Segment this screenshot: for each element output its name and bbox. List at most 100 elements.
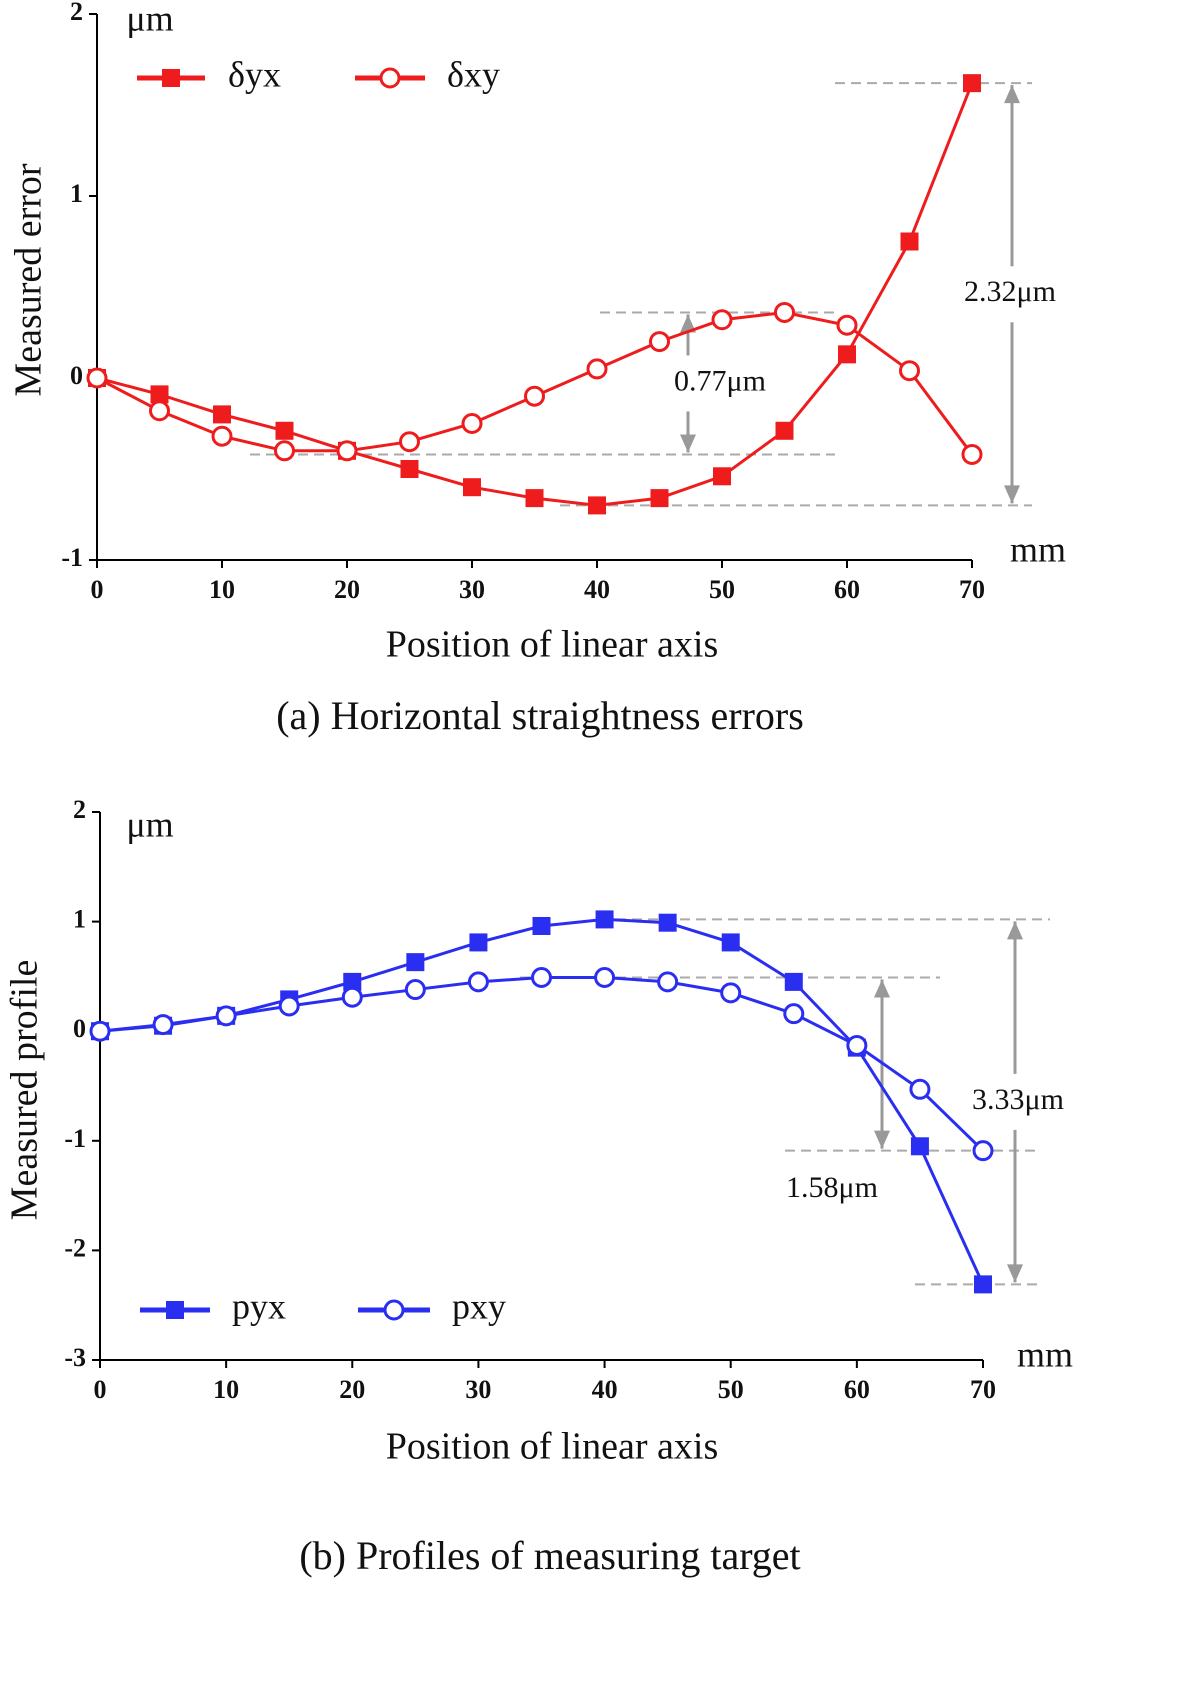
marker — [900, 232, 919, 251]
arrow-head — [1004, 485, 1020, 504]
x-tick-label: 30 — [465, 1375, 491, 1404]
marker — [150, 385, 169, 404]
marker — [274, 440, 295, 462]
marker — [532, 916, 551, 935]
y-tick-label: -2 — [64, 1233, 86, 1262]
marker — [974, 1275, 992, 1294]
marker — [711, 309, 733, 331]
y-tick-label: -1 — [64, 1124, 86, 1153]
x-tick-label: 30 — [459, 575, 485, 604]
x-tick-label: 10 — [209, 575, 235, 604]
marker — [467, 971, 489, 993]
arrow-head — [680, 314, 696, 333]
y-tick-label: 0 — [73, 1014, 86, 1043]
marker — [211, 425, 233, 447]
marker — [774, 301, 795, 323]
marker — [343, 972, 362, 991]
marker — [658, 913, 677, 932]
annotation: 3.33μm — [972, 1083, 1064, 1116]
x-tick-label: 60 — [834, 575, 860, 604]
marker — [838, 345, 856, 364]
marker — [406, 953, 425, 972]
legend-marker — [166, 1301, 184, 1319]
marker — [278, 995, 300, 1017]
marker — [469, 933, 488, 952]
x-unit: mm — [1017, 1334, 1073, 1374]
marker — [972, 1140, 994, 1162]
x-tick-label: 20 — [334, 575, 360, 604]
y-axis-label: Measured profile — [4, 960, 46, 1221]
y-unit: μm — [126, 0, 173, 38]
marker — [215, 1005, 237, 1027]
marker — [531, 966, 552, 988]
marker — [721, 933, 740, 952]
legend-marker — [162, 69, 180, 87]
marker — [899, 360, 920, 382]
marker — [909, 1078, 931, 1100]
x-tick-label: 60 — [844, 1375, 870, 1404]
marker — [461, 413, 483, 434]
marker — [152, 1014, 174, 1036]
y-unit: μm — [126, 804, 173, 844]
marker — [720, 982, 742, 1004]
marker — [650, 489, 669, 508]
arrow-head — [1007, 1264, 1023, 1283]
marker — [341, 986, 363, 1008]
marker — [89, 1020, 111, 1042]
x-tick-label: 40 — [584, 575, 610, 604]
arrow-head — [1004, 85, 1020, 104]
marker — [586, 358, 608, 380]
legend-label: δyx — [228, 54, 281, 94]
annotation: 1.58μm — [786, 1171, 878, 1204]
x-tick-label: 50 — [718, 1375, 744, 1404]
marker — [963, 74, 981, 93]
arrow-head — [680, 434, 696, 453]
x-tick-label: 50 — [709, 575, 735, 604]
marker — [525, 489, 544, 508]
legend-marker — [383, 1299, 405, 1321]
x-axis-label: Position of linear axis — [386, 624, 718, 666]
x-tick-label: 10 — [213, 1375, 239, 1404]
marker — [588, 496, 606, 515]
marker — [400, 460, 419, 478]
marker — [463, 478, 481, 497]
legend-label: δxy — [447, 54, 500, 94]
legend-label: pyx — [232, 1286, 286, 1326]
marker — [404, 979, 426, 1001]
x-tick-label: 0 — [94, 1375, 107, 1404]
marker — [836, 314, 858, 336]
marker — [149, 400, 170, 422]
y-tick-label: -3 — [64, 1343, 86, 1372]
marker — [86, 367, 108, 389]
marker — [783, 1003, 805, 1025]
series-line — [99, 975, 985, 1152]
y-tick-label: 2 — [70, 0, 83, 26]
legend-label: pxy — [452, 1286, 506, 1326]
marker — [594, 966, 616, 988]
y-tick-label: 1 — [70, 179, 83, 208]
marker — [275, 421, 294, 440]
x-tick-label: 40 — [592, 1375, 618, 1404]
x-tick-label: 0 — [91, 575, 104, 604]
marker — [910, 1137, 929, 1156]
caption: (b) Profiles of measuring target — [299, 1533, 800, 1578]
marker — [213, 405, 231, 424]
annotation: 0.77μm — [674, 364, 766, 397]
marker — [649, 331, 670, 353]
annotation: 2.32μm — [964, 275, 1056, 308]
marker — [846, 1034, 868, 1056]
x-tick-label: 20 — [339, 1375, 365, 1404]
y-tick-label: 0 — [70, 361, 83, 390]
marker — [961, 443, 983, 465]
marker — [399, 431, 420, 453]
arrow-head — [874, 979, 890, 998]
marker — [336, 440, 358, 462]
y-tick-label: 2 — [73, 795, 86, 824]
x-unit: mm — [1010, 529, 1066, 569]
arrow-head — [1007, 921, 1023, 940]
marker — [713, 467, 731, 486]
x-tick-label: 70 — [959, 575, 985, 604]
y-tick-label: -1 — [61, 543, 83, 572]
